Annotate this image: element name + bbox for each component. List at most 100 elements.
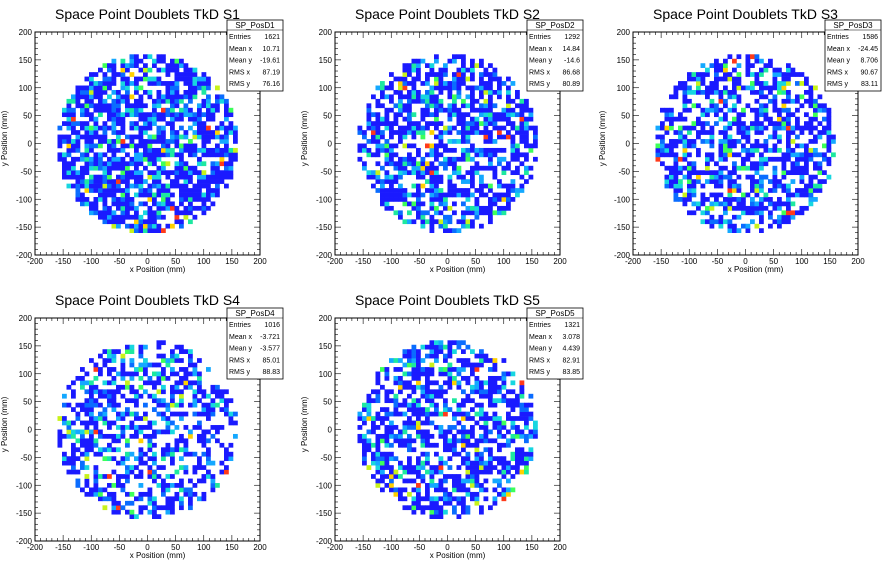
bin (215, 143, 220, 149)
bin (429, 89, 435, 95)
bin (497, 89, 502, 95)
bin (120, 460, 126, 466)
bin (754, 72, 760, 77)
bin (786, 94, 791, 100)
bin (714, 121, 719, 126)
bin (429, 214, 435, 220)
x-tick-label: 150 (525, 257, 539, 266)
bin (465, 170, 471, 176)
bin (759, 121, 764, 126)
bin (429, 98, 435, 104)
bin (790, 139, 796, 144)
bin (483, 447, 489, 453)
bin (474, 125, 480, 131)
y-axis-label: y Position (mm) (0, 396, 9, 452)
bin (402, 380, 408, 386)
bin (470, 103, 475, 109)
bin (192, 170, 198, 176)
bin (402, 67, 408, 73)
bin (709, 98, 715, 104)
bin (147, 375, 153, 381)
bin (488, 214, 493, 220)
bin (474, 121, 480, 126)
bin (66, 98, 72, 104)
bin (129, 469, 135, 475)
bin (156, 505, 162, 511)
bin (107, 116, 112, 122)
bin (411, 353, 417, 359)
bin (179, 465, 184, 470)
bin (488, 465, 493, 470)
bin (501, 205, 507, 211)
bin (143, 192, 148, 198)
bin (438, 496, 444, 502)
y-tick-label: 100 (19, 84, 33, 93)
bin (170, 205, 175, 211)
bin (461, 174, 466, 180)
bin (165, 107, 171, 113)
bin (107, 94, 112, 100)
bin (102, 125, 108, 131)
bin (727, 188, 733, 193)
bin (429, 349, 435, 354)
bin (156, 58, 162, 64)
bin (375, 371, 381, 377)
bin (501, 116, 507, 122)
bin (116, 121, 121, 126)
bin (718, 165, 724, 171)
bin (506, 197, 511, 202)
bin (465, 411, 471, 417)
bin (420, 429, 426, 435)
bin (420, 478, 426, 484)
y-tick-label: 50 (23, 112, 32, 121)
bin (501, 384, 507, 390)
bin (456, 340, 462, 346)
bin (479, 349, 484, 354)
bin (416, 500, 421, 506)
bin (687, 174, 692, 180)
bin (402, 384, 408, 390)
bin (790, 210, 796, 216)
bin (138, 429, 144, 435)
bin (420, 367, 426, 372)
bin (438, 98, 444, 104)
bin (687, 179, 692, 184)
bin (398, 380, 403, 386)
bin (129, 107, 135, 113)
bin (152, 112, 157, 118)
bin (804, 81, 809, 86)
bin (479, 483, 484, 488)
bin (62, 393, 67, 399)
bin (192, 389, 198, 395)
bin (120, 72, 126, 77)
bin (192, 491, 198, 497)
bin (411, 384, 417, 390)
bin (528, 143, 534, 149)
bin (447, 89, 453, 95)
bin (179, 125, 184, 131)
bin (528, 416, 534, 421)
bin (98, 491, 103, 497)
stats-row-value: 14.84 (562, 46, 580, 53)
bin (515, 433, 520, 439)
bin (80, 170, 85, 176)
bin (111, 358, 117, 363)
bin (429, 174, 435, 180)
bin (736, 197, 742, 202)
bin (429, 223, 435, 229)
bin (93, 130, 99, 135)
bin (795, 107, 800, 113)
bin (111, 393, 117, 399)
bin (817, 121, 823, 126)
bin (210, 152, 216, 158)
bin (528, 451, 534, 457)
bin (411, 509, 417, 515)
bin (483, 433, 489, 439)
bin (745, 192, 751, 198)
bin (714, 192, 719, 198)
stats-row-label: RMS y (827, 81, 849, 88)
bin (71, 143, 76, 149)
bin (709, 130, 715, 135)
bin (111, 219, 117, 225)
bin (772, 205, 778, 211)
